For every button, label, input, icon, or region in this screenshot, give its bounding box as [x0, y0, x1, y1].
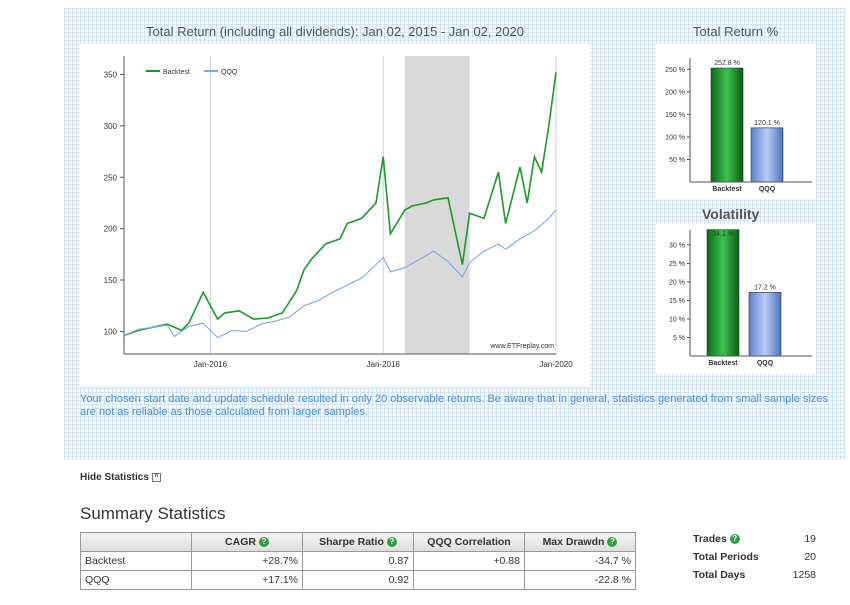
correlation-value: +0.88 — [413, 551, 525, 571]
hide-statistics-toggle[interactable]: Hide Statistics ^ — [80, 472, 161, 483]
side-stat-value: 20 — [804, 551, 816, 563]
header-correlation: QQQ Correlation — [413, 532, 525, 552]
y-tick-label: 50 % — [669, 157, 685, 164]
y-tick-label: 300 — [104, 122, 118, 131]
bar-qqq — [750, 127, 784, 183]
help-icon[interactable]: ? — [386, 537, 397, 548]
y-tick-label: 30 % — [669, 242, 685, 249]
series-line-qqq — [123, 209, 557, 339]
help-icon[interactable]: ? — [729, 534, 740, 545]
x-tick-label: Jan-2018 — [367, 360, 401, 369]
volatility-title: Volatility — [702, 206, 760, 222]
bar-category-label: QQQ — [757, 360, 774, 367]
main-chart-title: Total Return (including all dividends): … — [146, 24, 524, 39]
legend-label: Backtest — [163, 69, 190, 76]
x-tick-label: Jan-2020 — [539, 360, 573, 369]
header-max-drawdown-label: Max Drawdn — [542, 536, 605, 548]
y-tick-label: 25 % — [669, 261, 685, 268]
y-tick-label: 20 % — [669, 279, 685, 286]
sharpe-value: 0.87 — [302, 551, 414, 571]
max-drawdown-value: -22.8 % — [524, 570, 636, 590]
total-return-chart: 50 % 100 % 150 % 200 % 250 % 252.8 % Backtest 1… — [665, 58, 812, 193]
header-cagr-label: CAGR — [225, 536, 256, 548]
cagr-value: +28.7% — [191, 551, 303, 571]
bar-category-label: Backtest — [708, 360, 738, 367]
y-tick-label: 200 — [104, 225, 118, 234]
bar-value-label: 34.1 % — [712, 231, 734, 238]
sharpe-value: 0.92 — [302, 570, 414, 590]
collapse-icon: ^ — [151, 472, 161, 482]
header-cagr: CAGR? — [191, 532, 303, 552]
bar-category-label: QQQ — [759, 186, 776, 193]
bar-backtest — [710, 67, 744, 183]
side-stat-value: 1258 — [792, 569, 816, 581]
header-max-drawdown: Max Drawdn? — [524, 532, 636, 552]
cagr-value: +17.1% — [191, 570, 303, 590]
bar-value-label: 252.8 % — [714, 60, 740, 67]
y-tick-label: 250 — [104, 173, 118, 182]
total-return-chart-box: 50 % 100 % 150 % 200 % 250 % 252.8 % Backtest 1… — [656, 44, 816, 199]
legend-label: QQQ — [221, 69, 238, 76]
table-row: QQQ +17.1% 0.92 -22.8 % — [80, 570, 636, 590]
header-sharpe: Sharpe Ratio? — [302, 532, 414, 552]
header-empty — [80, 532, 192, 552]
volatility-chart: 5 % 10 % 15 % 20 % 25 % 30 % 34.1 % Backtest 17.… — [669, 229, 812, 367]
row-label: QQQ — [80, 570, 192, 590]
series-line-backtest — [123, 72, 557, 337]
side-stat-label: Total Days — [693, 569, 746, 581]
hide-statistics-label: Hide Statistics — [80, 472, 149, 483]
y-tick-label: 150 — [104, 276, 118, 285]
table-row: Backtest +28.7% 0.87 +0.88 -34.7 % — [80, 551, 636, 571]
help-icon[interactable]: ? — [258, 537, 269, 548]
bar-backtest — [706, 229, 740, 357]
y-tick-label: 10 % — [669, 316, 685, 323]
side-stat-label: Total Periods — [693, 551, 759, 563]
summary-statistics-title: Summary Statistics — [80, 504, 226, 523]
y-tick-label: 350 — [104, 70, 118, 79]
side-stat-total-periods: Total Periods 20 — [693, 551, 816, 569]
side-stat-trades: Trades? 19 — [693, 533, 816, 551]
line-chart-box: Jan-2016 Jan-2018 Jan-2020 100 150 200 250 300 3… — [80, 44, 590, 386]
max-drawdown-value: -34.7 % — [524, 551, 636, 571]
header-sharpe-label: Sharpe Ratio — [319, 536, 384, 548]
total-return-title: Total Return % — [693, 24, 779, 39]
side-stat-value: 19 — [804, 533, 816, 545]
y-tick-label: 15 % — [669, 298, 685, 305]
row-label: Backtest — [80, 551, 192, 571]
summary-stats-table: CAGR? Sharpe Ratio? QQQ Correlation Max … — [80, 532, 636, 590]
correlation-value — [413, 570, 525, 590]
y-tick-label: 150 % — [665, 112, 685, 119]
y-tick-label: 250 % — [665, 67, 685, 74]
stats-header-row: CAGR? Sharpe Ratio? QQQ Correlation Max … — [80, 532, 636, 552]
bar-value-label: 120.1 % — [754, 120, 780, 127]
y-tick-label: 200 % — [665, 89, 685, 96]
y-tick-label: 100 — [104, 327, 118, 336]
side-stats: Trades? 19 Total Periods 20 Total Days 1… — [693, 533, 816, 587]
bar-value-label: 17.2 % — [754, 284, 776, 291]
line-chart: Jan-2016 Jan-2018 Jan-2020 100 150 200 250 300 3… — [104, 56, 573, 369]
y-tick-label: 100 % — [665, 134, 685, 141]
sample-size-notice: Your chosen start date and update schedu… — [80, 393, 829, 418]
y-tick-label: 5 % — [673, 335, 685, 342]
help-icon[interactable]: ? — [607, 537, 618, 548]
bar-category-label: Backtest — [712, 186, 742, 193]
watermark-text: www.ETFreplay.com — [489, 343, 554, 350]
bar-qqq — [748, 291, 782, 357]
side-stat-total-days: Total Days 1258 — [693, 569, 816, 587]
volatility-chart-box: 5 % 10 % 15 % 20 % 25 % 30 % 34.1 % Backtest 17.… — [656, 224, 816, 374]
side-stat-label: Trades — [693, 533, 727, 545]
x-tick-label: Jan-2016 — [194, 360, 228, 369]
